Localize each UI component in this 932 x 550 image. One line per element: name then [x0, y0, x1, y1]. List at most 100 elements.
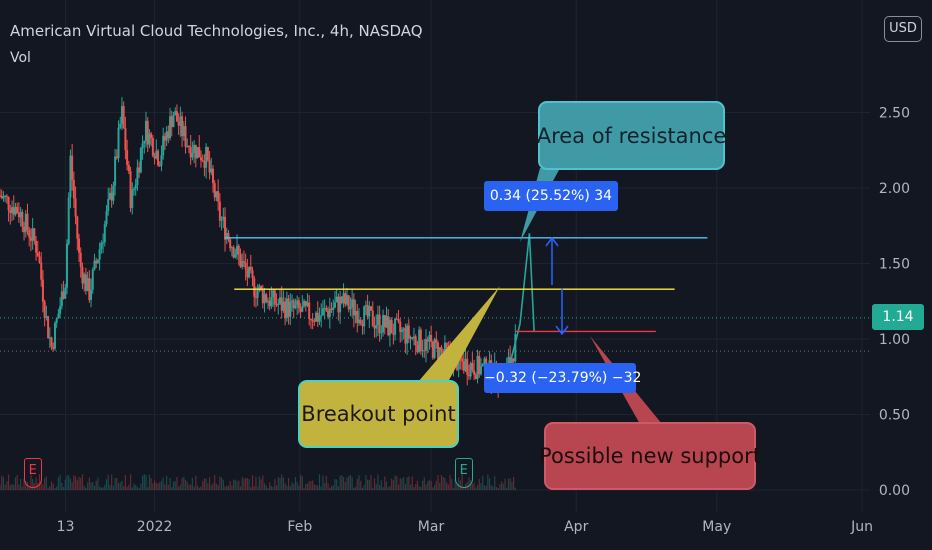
earnings-event-icon[interactable]: E [23, 458, 42, 488]
candle-body [222, 216, 225, 220]
candle-body [107, 199, 110, 212]
candle-body [433, 339, 436, 358]
volume-bar [121, 480, 123, 490]
breakout-callout[interactable]: Breakout point [298, 380, 459, 448]
candle-body [311, 319, 314, 322]
volume-bar [300, 474, 302, 490]
candle-body [102, 242, 105, 244]
volume-bar [262, 475, 264, 490]
candle-body [131, 189, 134, 208]
candle-body [306, 302, 309, 306]
candle-body [114, 156, 117, 186]
candle-body [57, 313, 60, 319]
candle-body [0, 195, 1, 197]
resistance-callout[interactable]: Area of resistance [537, 101, 726, 170]
volume-bar [205, 478, 207, 490]
volume-bar [281, 474, 283, 490]
candle-body [115, 156, 118, 159]
volume-bar [269, 482, 271, 490]
candle-body [318, 316, 321, 322]
candle-body [122, 106, 125, 128]
volume-bar [384, 476, 386, 490]
y-tick-label: 1.50 [879, 257, 910, 273]
candle-body [172, 115, 175, 128]
volume-bar [397, 484, 400, 490]
volume-bar [131, 487, 133, 490]
volume-bar [42, 484, 44, 490]
volume-bar [169, 477, 171, 490]
candle-body [414, 336, 417, 345]
candle-body [108, 192, 111, 200]
volume-bar [13, 484, 15, 490]
volume-bar [1, 475, 3, 490]
volume-bar [241, 476, 243, 490]
candle-body [165, 131, 168, 141]
candle-body [399, 321, 402, 333]
volume-bar [212, 483, 214, 490]
volume-bar [93, 485, 96, 490]
candle-body [81, 266, 84, 284]
volume-bar [7, 474, 10, 490]
candle-body [0, 195, 3, 199]
volume-bar [153, 480, 156, 490]
volume-bar [203, 478, 206, 490]
volume-bar [447, 484, 449, 490]
volume-bar [318, 474, 321, 490]
volume-bar [293, 483, 295, 490]
volume-bar [49, 485, 51, 490]
volume-bar [245, 477, 247, 490]
volume-bar [471, 484, 473, 490]
volume-bar [102, 487, 104, 490]
candle-body [419, 329, 422, 352]
volume-bar [313, 484, 315, 490]
volume-bar [164, 484, 166, 490]
candle-body [31, 228, 34, 241]
y-tick-label: 2.50 [879, 106, 910, 122]
volume-bar [227, 485, 230, 490]
candle-body [12, 207, 15, 215]
volume-bar [451, 479, 453, 490]
volume-bars [0, 474, 516, 490]
volume-bar [296, 482, 298, 490]
volume-bar [423, 477, 425, 490]
candle-body [412, 336, 415, 339]
volume-bar [480, 483, 482, 490]
volume-bar [353, 487, 355, 490]
earnings-event-icon[interactable]: E [454, 458, 473, 488]
candle-body [141, 143, 144, 149]
volume-bar [382, 486, 384, 490]
candle-body [400, 330, 403, 333]
candle-body [258, 285, 261, 291]
volume-bar [233, 479, 235, 490]
currency-button[interactable]: USD [884, 16, 922, 42]
volume-bar [360, 480, 362, 490]
volume-bar [64, 479, 66, 490]
support-callout[interactable]: Possible new support [539, 422, 761, 490]
candle-body [368, 306, 371, 317]
candle-body [248, 266, 251, 278]
volume-bar [188, 484, 190, 490]
candle-body [29, 237, 32, 241]
candle-body [251, 270, 254, 279]
volume-bar [0, 484, 1, 490]
x-tick-label: Mar [418, 519, 445, 535]
volume-bar [298, 485, 300, 490]
candle-body [385, 316, 388, 328]
volume-bar [354, 486, 357, 490]
candle-body [376, 314, 379, 325]
volume-bar [23, 478, 25, 490]
x-tick-label: 2022 [137, 519, 173, 535]
candle-body [483, 358, 486, 365]
candle-body [308, 302, 311, 319]
candle-body [437, 342, 440, 360]
volume-bar [238, 480, 240, 490]
candle-body [481, 364, 484, 367]
measure-down-label[interactable]: −0.32 (−23.79%) −32 [484, 363, 641, 393]
candle-body [296, 300, 299, 306]
candle-body [382, 315, 385, 333]
x-tick-label: Apr [564, 519, 588, 535]
measure-up-label[interactable]: 0.34 (25.52%) 34 [484, 181, 618, 211]
candle-body [153, 155, 156, 159]
volume-bar [332, 485, 334, 490]
